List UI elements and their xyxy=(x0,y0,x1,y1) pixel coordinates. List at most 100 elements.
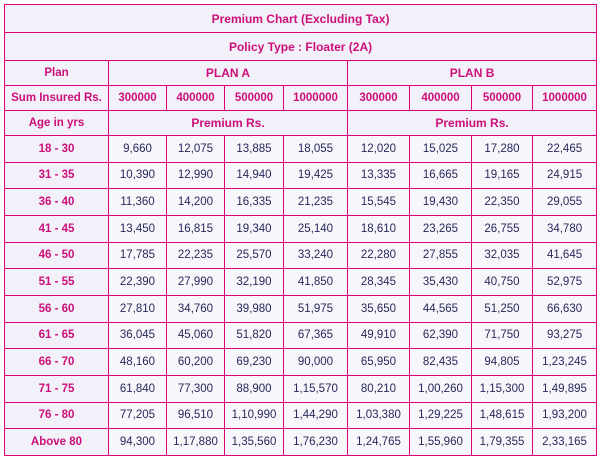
premium-cell: 1,48,615 xyxy=(471,401,533,430)
premium-cell: 21,235 xyxy=(283,188,348,216)
premium-cell: 27,810 xyxy=(108,294,167,323)
premium-cell: 14,940 xyxy=(224,161,284,190)
premium-cell: 22,350 xyxy=(471,188,533,216)
table-row: 51 - 55 22,390 27,990 32,190 41,850 28,345 35,… xyxy=(4,268,598,296)
premium-cell: 1,79,355 xyxy=(471,428,533,456)
premium-cell: 22,280 xyxy=(347,241,410,270)
table-row: 46 - 50 17,785 22,235 25,570 33,240 22,280 27,… xyxy=(4,241,598,270)
table-row: 66 - 70 48,160 60,200 69,230 90,000 65,950 82,… xyxy=(4,348,598,376)
premium-cell: 1,10,990 xyxy=(224,401,284,430)
premium-cell: 34,780 xyxy=(531,214,598,243)
premium-cell: 94,805 xyxy=(471,348,533,376)
premium-cell: 18,610 xyxy=(347,214,410,243)
plan-label: Plan xyxy=(4,60,109,86)
premium-cell: 48,160 xyxy=(108,348,167,376)
sum-insured-cell: 400000 xyxy=(166,85,225,111)
table-title: Premium Chart (Excluding Tax) xyxy=(3,4,598,33)
age-band-cell: 36 - 40 xyxy=(4,188,109,216)
premium-cell: 90,000 xyxy=(283,348,348,376)
premium-cell: 51,250 xyxy=(471,294,533,323)
premium-cell: 13,335 xyxy=(347,161,410,190)
premium-cell: 27,990 xyxy=(166,268,225,296)
age-band-cell: Above 80 xyxy=(4,428,109,456)
policy-type: Policy Type : Floater (2A) xyxy=(3,32,598,61)
premium-cell: 49,910 xyxy=(347,321,410,350)
premium-cell: 77,300 xyxy=(166,374,225,403)
premium-cell: 25,140 xyxy=(283,214,348,243)
premium-cell: 29,055 xyxy=(531,188,598,216)
premium-cell: 14,200 xyxy=(166,188,225,216)
premium-cell: 16,665 xyxy=(409,161,472,190)
age-band-cell: 66 - 70 xyxy=(4,348,109,376)
table-row: 71 - 75 61,840 77,300 88,900 1,15,570 80,210 1… xyxy=(4,374,598,403)
premium-cell: 27,855 xyxy=(409,241,472,270)
premium-cell: 77,205 xyxy=(108,401,167,430)
premium-cell: 13,885 xyxy=(224,135,284,163)
premium-cell: 96,510 xyxy=(166,401,225,430)
sum-insured-cell: 500000 xyxy=(224,85,284,111)
premium-cell: 1,44,290 xyxy=(283,401,348,430)
sum-insured-row: Sum Insured Rs. 300000 400000 500000 100000… xyxy=(4,85,598,111)
premium-cell: 1,17,880 xyxy=(166,428,225,456)
age-band-cell: 76 - 80 xyxy=(4,401,109,430)
premium-cell: 69,230 xyxy=(224,348,284,376)
premium-cell: 22,235 xyxy=(166,241,225,270)
plan-b-header: PLAN B xyxy=(346,60,598,86)
premium-cell: 71,750 xyxy=(471,321,533,350)
premium-cell: 16,815 xyxy=(166,214,225,243)
sum-insured-cell: 500000 xyxy=(471,85,533,111)
premium-cell: 1,29,225 xyxy=(409,401,472,430)
table-row: 76 - 80 77,205 96,510 1,10,990 1,44,290 1,03,… xyxy=(4,401,598,430)
premium-a-label: Premium Rs. xyxy=(108,110,348,136)
sum-insured-label: Sum Insured Rs. xyxy=(4,85,109,111)
premium-cell: 1,24,765 xyxy=(347,428,410,456)
premium-cell: 66,630 xyxy=(531,294,598,323)
table-row: 61 - 65 36,045 45,060 51,820 67,365 49,910 62,… xyxy=(4,321,598,350)
sum-insured-cell: 300000 xyxy=(108,85,167,111)
premium-cell: 19,425 xyxy=(283,161,348,190)
age-band-cell: 51 - 55 xyxy=(4,268,109,296)
sum-insured-cell: 1000000 xyxy=(531,85,598,111)
premium-cell: 1,00,260 xyxy=(409,374,472,403)
premium-cell: 17,785 xyxy=(108,241,167,270)
premium-cell: 15,025 xyxy=(409,135,472,163)
age-band-cell: 31 - 35 xyxy=(4,161,109,190)
premium-cell: 18,055 xyxy=(283,135,348,163)
table-row: 56 - 60 27,810 34,760 39,980 51,975 35,650 44,… xyxy=(4,294,598,323)
sum-insured-cell: 1000000 xyxy=(283,85,348,111)
premium-b-label: Premium Rs. xyxy=(346,110,598,136)
premium-cell: 35,430 xyxy=(409,268,472,296)
premium-cell: 23,265 xyxy=(409,214,472,243)
table-header: Premium Chart (Excluding Tax) Policy Typ… xyxy=(3,4,598,136)
premium-cell: 94,300 xyxy=(108,428,167,456)
premium-cell: 32,190 xyxy=(224,268,284,296)
age-band-cell: 56 - 60 xyxy=(4,294,109,323)
premium-cell: 1,03,380 xyxy=(347,401,410,430)
premium-cell: 15,545 xyxy=(347,188,410,216)
premium-cell: 11,360 xyxy=(108,188,167,216)
premium-cell: 2,33,165 xyxy=(531,428,598,456)
premium-cell: 28,345 xyxy=(347,268,410,296)
premium-cell: 40,750 xyxy=(471,268,533,296)
age-label: Age in yrs xyxy=(4,110,109,136)
premium-cell: 22,390 xyxy=(108,268,167,296)
premium-cell: 13,450 xyxy=(108,214,167,243)
premium-cell: 1,55,960 xyxy=(409,428,472,456)
premium-cell: 19,165 xyxy=(471,161,533,190)
premium-cell: 34,760 xyxy=(166,294,225,323)
premium-cell: 1,15,300 xyxy=(471,374,533,403)
premium-cell: 9,660 xyxy=(108,135,167,163)
age-band-cell: 61 - 65 xyxy=(4,321,109,350)
premium-cell: 45,060 xyxy=(166,321,225,350)
premium-table: Premium Chart (Excluding Tax) Policy Typ… xyxy=(3,4,598,456)
sum-insured-cell: 400000 xyxy=(409,85,472,111)
table-row: Above 80 94,300 1,17,880 1,35,560 1,76,230 1,… xyxy=(4,428,598,456)
premium-cell: 1,93,200 xyxy=(531,401,598,430)
premium-cell: 39,980 xyxy=(224,294,284,323)
premium-cell: 65,950 xyxy=(347,348,410,376)
table-row: 18 - 30 9,660 12,075 13,885 18,055 12,020 15,0… xyxy=(4,135,598,163)
premium-cell: 51,820 xyxy=(224,321,284,350)
premium-cell: 33,240 xyxy=(283,241,348,270)
premium-cell: 51,975 xyxy=(283,294,348,323)
premium-cell: 32,035 xyxy=(471,241,533,270)
